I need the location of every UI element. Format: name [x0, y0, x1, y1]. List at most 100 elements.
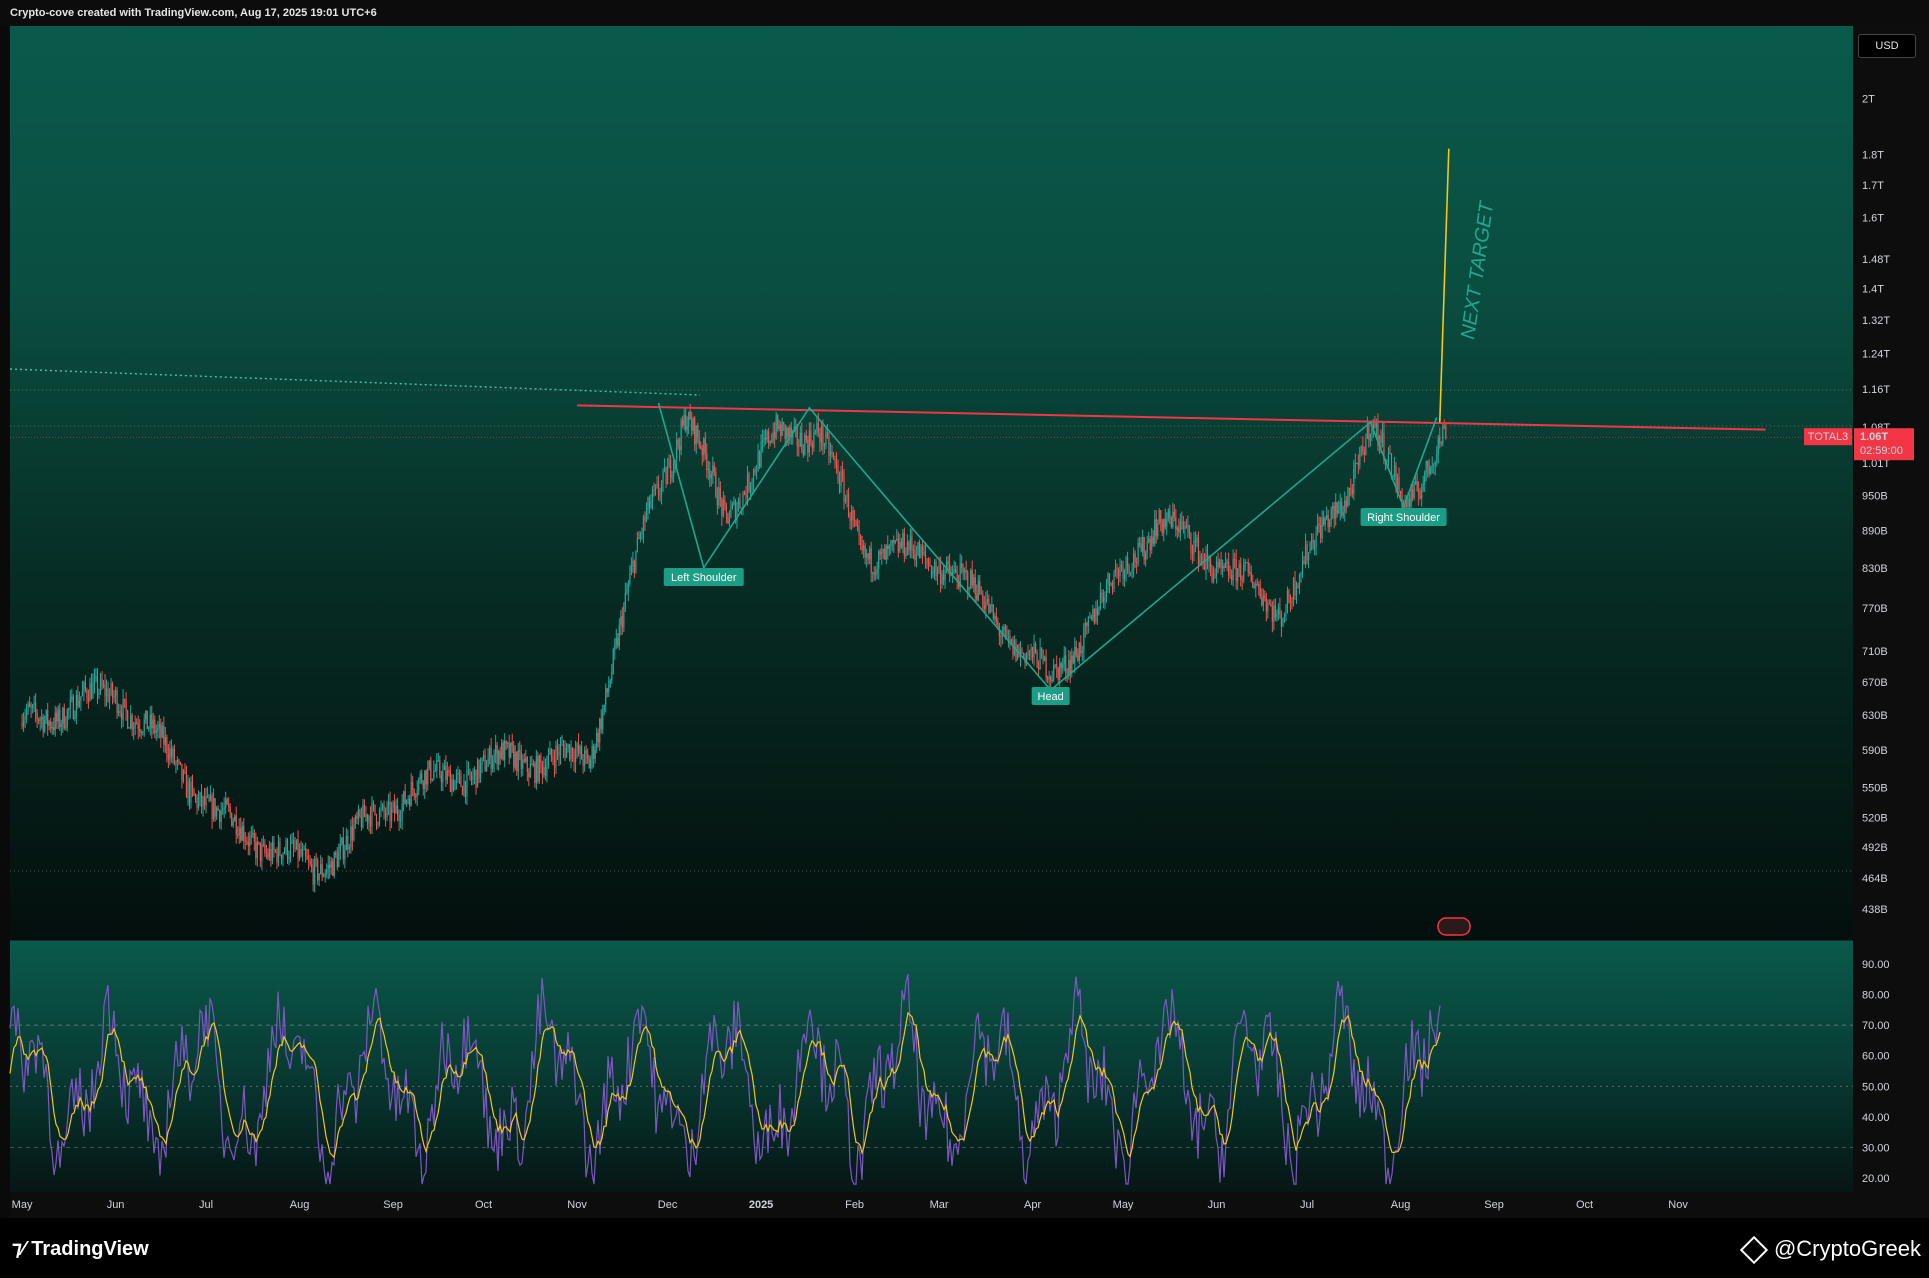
candle-body: [835, 460, 838, 466]
candle-body: [771, 441, 773, 443]
candle-body: [1271, 606, 1273, 623]
candle-body: [455, 775, 458, 781]
candle-body: [1445, 427, 1447, 439]
author-tag[interactable]: @CryptoGreek: [1739, 1236, 1921, 1265]
candle-body: [777, 415, 779, 429]
candle-body: [861, 544, 863, 551]
candle-body: [647, 497, 649, 512]
price-tick-label: 464B: [1862, 873, 1888, 885]
candle-body: [102, 684, 105, 687]
candle-body: [431, 778, 433, 781]
candle-body: [1053, 665, 1055, 680]
candle-body: [1003, 626, 1005, 636]
candle-body: [219, 810, 221, 822]
candle-body: [167, 753, 169, 760]
candle-body: [442, 770, 444, 783]
candle-body: [1323, 517, 1325, 525]
candle-body: [398, 815, 400, 821]
candle-body: [309, 861, 311, 865]
candle-body: [1098, 608, 1100, 616]
label-head-text: Head: [1038, 691, 1064, 703]
candle-body: [410, 781, 412, 806]
candle-body: [412, 781, 414, 790]
candle-body: [393, 802, 396, 814]
candle-body: [653, 489, 655, 491]
candle-body: [146, 710, 148, 730]
countdown-label: 02:59:00: [1860, 445, 1903, 457]
candle-body: [532, 763, 534, 766]
tv-mark-icon: ⁊⁄: [12, 1238, 26, 1260]
candle-body: [75, 695, 77, 717]
candle-body: [345, 835, 347, 851]
candle-body: [740, 507, 743, 509]
candle-body: [404, 791, 406, 804]
candle-body: [1390, 453, 1393, 478]
candle-body: [197, 798, 200, 808]
candle-body: [1175, 517, 1177, 530]
candle-body: [829, 451, 832, 456]
candle-body: [789, 427, 791, 437]
candle-body: [193, 788, 195, 796]
candle-body: [1092, 608, 1094, 620]
candle-body: [902, 533, 904, 548]
price-axis[interactable]: [1853, 26, 1929, 1218]
candle-body: [271, 842, 274, 861]
neckline: [577, 404, 1766, 431]
candle-body: [838, 480, 841, 487]
time-axis[interactable]: [10, 1192, 1853, 1218]
candle-body: [1087, 617, 1089, 626]
candle-body: [1160, 510, 1162, 523]
candle-body: [191, 782, 194, 789]
candle-body: [249, 836, 251, 846]
price-pane[interactable]: [10, 26, 1853, 940]
candle-body: [1341, 502, 1343, 516]
candle-body: [768, 431, 770, 444]
candle-body: [970, 570, 972, 590]
candle-body: [1240, 563, 1242, 580]
candle-body: [1215, 561, 1218, 575]
candle-body: [1439, 436, 1441, 444]
candle-body: [377, 823, 379, 825]
candle-body: [1318, 523, 1320, 526]
currency-selector[interactable]: USD: [1858, 34, 1916, 58]
rsi-line: [9, 974, 1441, 1185]
candle-body: [1182, 521, 1184, 529]
candle-body: [72, 696, 74, 719]
price-tick-label: 1.48T: [1862, 254, 1890, 266]
candle-body: [1274, 605, 1276, 618]
candle-body: [369, 815, 372, 827]
candle-body: [635, 550, 637, 573]
candle-body: [657, 483, 660, 495]
candle-body: [433, 770, 435, 779]
candle-body: [749, 486, 752, 491]
candle-body: [552, 756, 554, 760]
time-tick-label: Nov: [1668, 1199, 1688, 1211]
candle-body: [567, 744, 569, 748]
candle-body: [1200, 555, 1203, 557]
candle-body: [467, 769, 470, 771]
candle-body: [1369, 433, 1371, 441]
candle-body: [384, 813, 387, 818]
candle-body: [237, 834, 239, 836]
candle-body: [347, 835, 349, 850]
candle-body: [1202, 555, 1204, 563]
candle-body: [973, 577, 975, 586]
candle-body: [95, 675, 97, 678]
candle-body: [1012, 639, 1014, 656]
candle-body: [1218, 559, 1221, 567]
candle-body: [517, 750, 519, 772]
candle-body: [908, 542, 910, 551]
candle-body: [546, 765, 548, 776]
rsi-tick-label: 50.00: [1862, 1081, 1890, 1093]
candle-body: [997, 620, 999, 627]
candle-body: [130, 715, 132, 728]
candle-body: [1155, 519, 1157, 537]
candle-body: [190, 782, 192, 803]
candle-body: [565, 747, 568, 758]
candle-body: [232, 821, 234, 826]
candle-body: [574, 750, 577, 763]
candle-body: [164, 737, 166, 745]
candle-body: [761, 439, 764, 443]
tradingview-logo[interactable]: ⁊⁄ TradingView: [12, 1236, 149, 1261]
candle-body: [1410, 489, 1412, 507]
